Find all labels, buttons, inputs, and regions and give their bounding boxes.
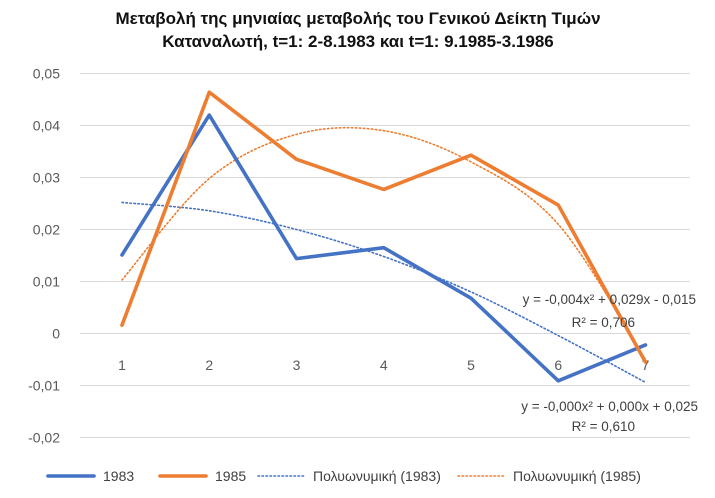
x-tick-label: 3 — [293, 357, 301, 373]
x-tick-label: 2 — [205, 357, 213, 373]
x-tick-label: 6 — [554, 357, 562, 373]
y-axis-tick-labels: -0,02 -0,01 0 0,01 0,02 0,03 0,04 0,05 — [28, 66, 60, 446]
y-tick-label: -0,01 — [28, 378, 60, 394]
series-line-1983 — [120, 113, 648, 383]
chart-title-line-2: Καταναλωτή, t=1: 2-8.1983 και t=1: 9.198… — [162, 32, 554, 51]
y-tick-label: 0,04 — [33, 118, 60, 134]
trendline-Πολυωνυμική (1983) — [121, 201, 647, 384]
y-tick-label: 0 — [52, 326, 60, 342]
trendline-1983-equation: y = -0,004x² + 0,029x - 0,015 — [523, 292, 696, 307]
trendline-1985-equation: y = -0,000x² + 0,000x + 0,025 — [521, 399, 698, 414]
x-tick-label: 5 — [467, 357, 475, 373]
series-lines — [120, 90, 648, 384]
legend-label: 1985 — [215, 468, 246, 484]
trendline-1983-r-squared: R² = 0,706 — [572, 315, 635, 330]
gridlines — [80, 73, 690, 438]
chart-title-line-1: Μεταβολή της μηνιαίας μεταβολής του Γενι… — [115, 9, 600, 28]
y-tick-label: 0,03 — [33, 170, 60, 186]
legend-label: 1983 — [103, 468, 134, 484]
trendline-equations: y = -0,004x² + 0,029x - 0,015 R² = 0,706… — [521, 292, 698, 434]
x-tick-label: 1 — [118, 357, 126, 373]
y-tick-label: 0,02 — [33, 222, 60, 238]
trendline-1985-r-squared: R² = 0,610 — [572, 419, 635, 434]
series-line-1985 — [120, 90, 648, 364]
x-axis-tick-labels: 1 2 3 4 5 6 7 — [118, 357, 650, 373]
legend-label: Πολυωνυμική (1985) — [513, 468, 641, 484]
trendline-Πολυωνυμική (1985) — [121, 126, 647, 361]
legend-label: Πολυωνυμική (1983) — [313, 468, 441, 484]
x-tick-label: 7 — [642, 357, 650, 373]
x-tick-label: 4 — [380, 357, 388, 373]
y-tick-label: 0,05 — [33, 66, 60, 82]
y-tick-label: -0,02 — [28, 430, 60, 446]
legend: 1983 1985 Πολυωνυμική (1983) Πολυωνυμική (1… — [46, 468, 641, 484]
y-tick-label: 0,01 — [33, 274, 60, 290]
